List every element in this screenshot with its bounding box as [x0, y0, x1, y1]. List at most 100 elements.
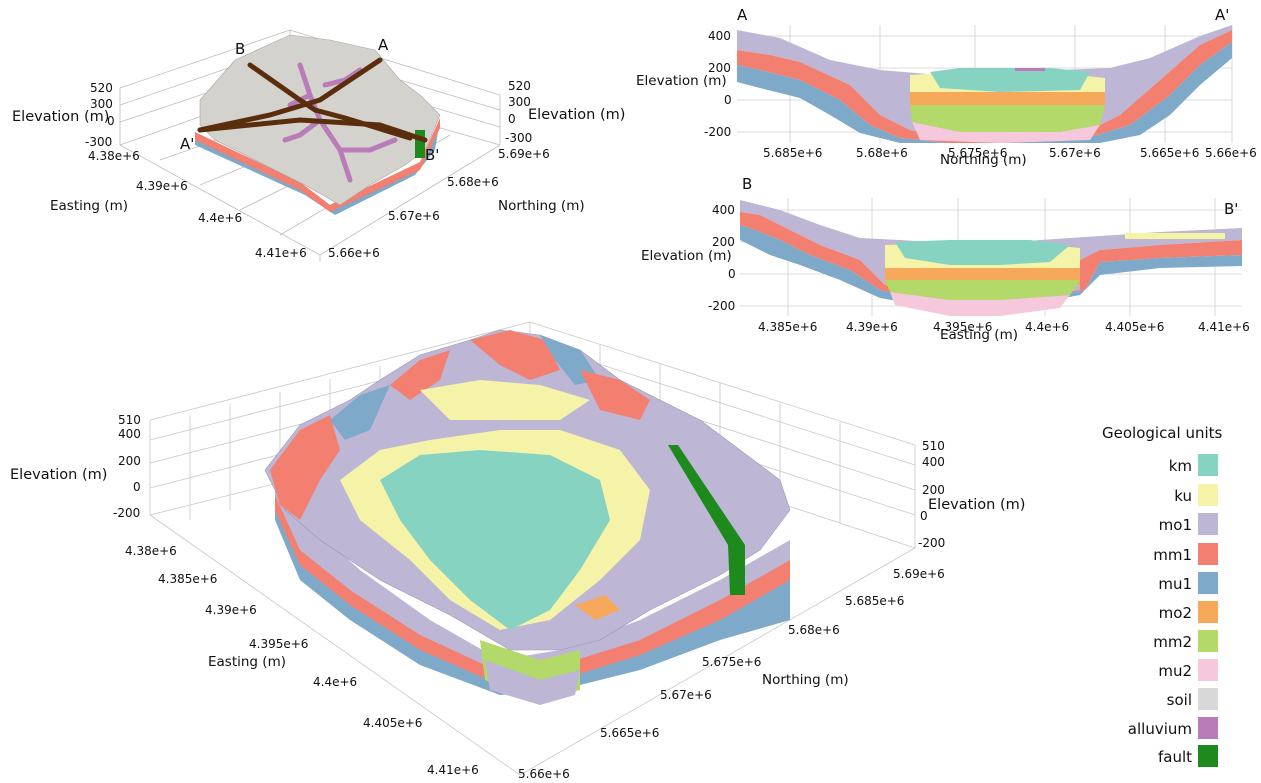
section-bb-xtick: 4.39e+6 — [846, 320, 898, 334]
legend-item-alluvium: alluvium — [1080, 717, 1220, 739]
main-northing-tick: 5.665e+6 — [600, 726, 660, 740]
marker-b-prime: B' — [425, 146, 440, 164]
legend-label: mu1 — [1158, 575, 1192, 593]
legend-label: ku — [1174, 487, 1192, 505]
section-bb-xtick: 4.395e+6 — [933, 320, 993, 334]
legend-label: mo2 — [1158, 604, 1192, 622]
main-easting-label: Easting (m) — [208, 654, 286, 670]
section-aa-xlabel: Northing (m) — [940, 152, 1027, 168]
main-easting-tick: 4.385e+6 — [158, 572, 218, 586]
main-northing-tick: 5.67e+6 — [660, 688, 712, 702]
main-elev-tick-left: 400 — [118, 427, 141, 441]
legend-swatch — [1198, 601, 1218, 623]
section-bb-start: B — [742, 175, 753, 193]
section-bb-ylabel: Elevation (m) — [641, 248, 732, 264]
legend-swatch — [1198, 717, 1218, 739]
main-northing-tick: 5.68e+6 — [788, 623, 840, 637]
legend-label: mu2 — [1158, 662, 1192, 680]
main-elev-tick-right: 200 — [922, 483, 945, 497]
section-aa-ytick: -200 — [704, 125, 732, 139]
main-northing-tick: 5.685e+6 — [845, 594, 905, 608]
section-aa-ylabel: Elevation (m) — [636, 73, 727, 89]
topleft-easting-tick: 4.4e+6 — [198, 211, 243, 225]
section-aa-xtick: 5.66e+6 — [1205, 146, 1257, 160]
section-bb-ytick: -200 — [708, 299, 736, 313]
topleft-northing-tick: 5.67e+6 — [388, 209, 440, 223]
topleft-elev-tick-left: -300 — [85, 135, 113, 149]
topleft-easting-tick: 4.41e+6 — [255, 246, 307, 260]
main-northing-label: Northing (m) — [762, 672, 849, 688]
section-aa-ytick: 0 — [724, 93, 732, 107]
main-easting-tick: 4.38e+6 — [125, 544, 177, 558]
legend-swatch — [1198, 630, 1218, 652]
main-elev-tick-right: -200 — [918, 536, 946, 550]
section-bb-xtick: 4.41e+6 — [1198, 320, 1250, 334]
legend-item-ku: ku — [1080, 484, 1220, 506]
topleft-elev-tick-right: -300 — [505, 131, 533, 145]
topleft-easting-tick: 4.39e+6 — [136, 179, 188, 193]
legend-item-mu1: mu1 — [1080, 572, 1220, 594]
topleft-elevation-label-left: Elevation (m) — [12, 109, 110, 125]
legend-label: km — [1168, 457, 1192, 475]
main-easting-tick: 4.405e+6 — [363, 716, 423, 730]
legend-swatch — [1198, 543, 1218, 565]
section-bb-end: B' — [1224, 200, 1239, 218]
section-aa-xtick: 5.685e+6 — [763, 146, 823, 160]
legend-label: mo1 — [1158, 516, 1192, 534]
section-bb-xlabel: Easting (m) — [940, 327, 1018, 343]
legend-item-km: km — [1080, 454, 1220, 476]
topleft-elevation-label-right: Elevation (m) — [528, 107, 626, 123]
legend-label: fault — [1157, 748, 1192, 766]
marker-b: B — [235, 40, 246, 58]
legend-item-mo2: mo2 — [1080, 601, 1220, 623]
legend-swatch — [1198, 484, 1218, 506]
legend-item-fault: fault — [1080, 745, 1220, 767]
legend-item-mm1: mm1 — [1080, 543, 1220, 565]
main-elev-tick-right: 510 — [922, 439, 945, 453]
main-elev-tick-left: 200 — [118, 454, 141, 468]
main-easting-tick: 4.4e+6 — [313, 675, 358, 689]
legend-swatch — [1198, 745, 1218, 767]
topleft-northing-tick: 5.68e+6 — [447, 175, 499, 189]
legend-title: Geological units — [1102, 424, 1223, 442]
section-aa-end: A' — [1215, 6, 1230, 24]
topleft-elev-tick-right: 300 — [508, 95, 531, 109]
topleft-easting-label: Easting (m) — [50, 198, 128, 214]
legend-label: soil — [1166, 691, 1192, 709]
section-aa-xtick: 5.68e+6 — [856, 146, 908, 160]
section-aa-xtick: 5.665e+6 — [1140, 146, 1200, 160]
section-aa-ytick: 400 — [708, 29, 731, 43]
legend-item-mu2: mu2 — [1080, 659, 1220, 681]
section-bb-xtick: 4.405e+6 — [1105, 320, 1165, 334]
main-northing-tick: 5.675e+6 — [702, 655, 762, 669]
main-elev-tick-right: 0 — [920, 509, 928, 523]
section-bb-ytick: 0 — [728, 267, 736, 281]
topleft-northing-tick: 5.66e+6 — [328, 246, 380, 260]
topleft-northing-label: Northing (m) — [498, 198, 585, 214]
section-bb-xtick: 4.4e+6 — [1025, 320, 1070, 334]
main-elev-tick-left: 0 — [133, 480, 141, 494]
topleft-elev-tick-left: 300 — [90, 97, 113, 111]
legend-item-soil: soil — [1080, 688, 1220, 710]
legend-label: mm2 — [1153, 633, 1192, 651]
legend-swatch — [1198, 572, 1218, 594]
legend-label: alluvium — [1127, 720, 1192, 738]
legend-swatch — [1198, 659, 1218, 681]
topleft-elev-tick-right: 520 — [508, 79, 531, 93]
marker-a: A — [378, 36, 389, 54]
topleft-northing-tick: 5.69e+6 — [498, 147, 550, 161]
section-bb-ytick: 200 — [712, 235, 735, 249]
main-elev-tick-left: -200 — [113, 506, 141, 520]
legend-item-mm2: mm2 — [1080, 630, 1220, 652]
section-bb-ytick: 400 — [712, 203, 735, 217]
topleft-elev-tick-left: 520 — [90, 81, 113, 95]
main-easting-tick: 4.41e+6 — [427, 763, 479, 777]
main-easting-tick: 4.395e+6 — [249, 637, 309, 651]
main-northing-tick: 5.66e+6 — [518, 767, 570, 781]
main-easting-tick: 4.39e+6 — [205, 603, 257, 617]
main-elev-tick-left: 510 — [118, 413, 141, 427]
section-aa-start: A — [737, 6, 748, 24]
